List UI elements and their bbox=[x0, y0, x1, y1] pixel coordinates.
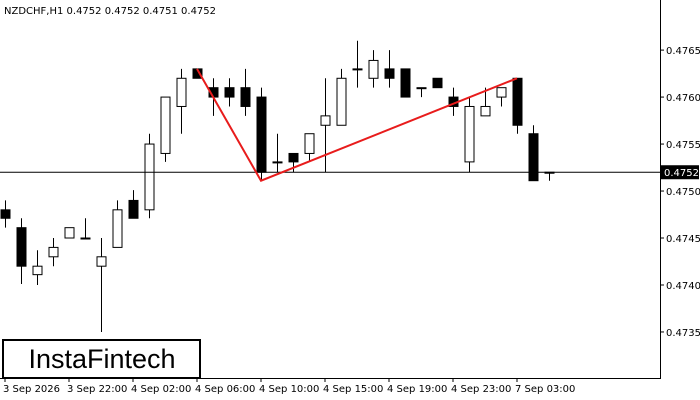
x-tick-label: 3 Sep 2026 bbox=[3, 384, 60, 395]
candle-body bbox=[464, 105, 475, 163]
logo: InstaFintech bbox=[28, 344, 175, 374]
x-tick-label: 3 Sep 22:00 bbox=[67, 384, 127, 395]
y-tick-label: 0.4760 bbox=[666, 93, 700, 104]
candle-body bbox=[528, 133, 539, 182]
candle-body bbox=[96, 256, 107, 267]
x-tick-label: 4 Sep 23:00 bbox=[451, 384, 511, 395]
candle-body bbox=[384, 68, 395, 79]
y-tick-label: 0.4745 bbox=[666, 234, 700, 245]
y-tick-label: 0.4755 bbox=[666, 140, 700, 151]
candle-body bbox=[144, 143, 155, 211]
candle-body bbox=[224, 87, 235, 98]
x-tick-label: 4 Sep 10:00 bbox=[259, 384, 319, 395]
candle-body bbox=[0, 209, 11, 219]
y-tick-label: 0.4765 bbox=[666, 46, 700, 57]
candle-body bbox=[400, 68, 411, 98]
candle-body bbox=[304, 133, 315, 154]
pattern-line bbox=[196, 68, 518, 182]
candle-body bbox=[352, 68, 363, 71]
candle-body bbox=[320, 115, 331, 126]
candle-body bbox=[272, 161, 283, 164]
candle-body bbox=[64, 227, 75, 239]
x-tick-label: 4 Sep 19:00 bbox=[387, 384, 447, 395]
candle-body bbox=[368, 59, 379, 79]
candle-body bbox=[480, 105, 491, 117]
current-price-label: 0.4752 bbox=[664, 168, 699, 179]
candle-body bbox=[48, 246, 59, 258]
candle-body bbox=[112, 209, 123, 248]
candle-body bbox=[512, 77, 523, 126]
chart-title: NZDCHF,H1 0.4752 0.4752 0.4751 0.4752 bbox=[4, 6, 216, 17]
x-tick-label: 4 Sep 02:00 bbox=[131, 384, 191, 395]
y-tick-label: 0.4750 bbox=[666, 187, 700, 198]
logo-box bbox=[2, 339, 201, 379]
candle-body bbox=[32, 265, 43, 276]
candle-body bbox=[336, 77, 347, 126]
candle-body bbox=[256, 96, 267, 173]
x-tick-label: 4 Sep 06:00 bbox=[195, 384, 255, 395]
candle-body bbox=[128, 199, 139, 219]
candle-body bbox=[160, 96, 171, 154]
candle-body bbox=[16, 227, 27, 267]
candle-body bbox=[288, 152, 299, 163]
candle-body bbox=[496, 87, 507, 98]
y-tick-label: 0.4740 bbox=[666, 281, 700, 292]
candle-body bbox=[416, 87, 427, 90]
y-tick-label: 0.4735 bbox=[666, 328, 700, 339]
x-tick-label: 7 Sep 03:00 bbox=[515, 384, 575, 395]
candle-body bbox=[80, 237, 91, 240]
x-tick-label: 4 Sep 15:00 bbox=[323, 384, 383, 395]
candle-body bbox=[240, 87, 251, 107]
candle-body bbox=[432, 77, 443, 89]
current-price-box bbox=[661, 165, 699, 180]
candle-body bbox=[176, 77, 187, 107]
